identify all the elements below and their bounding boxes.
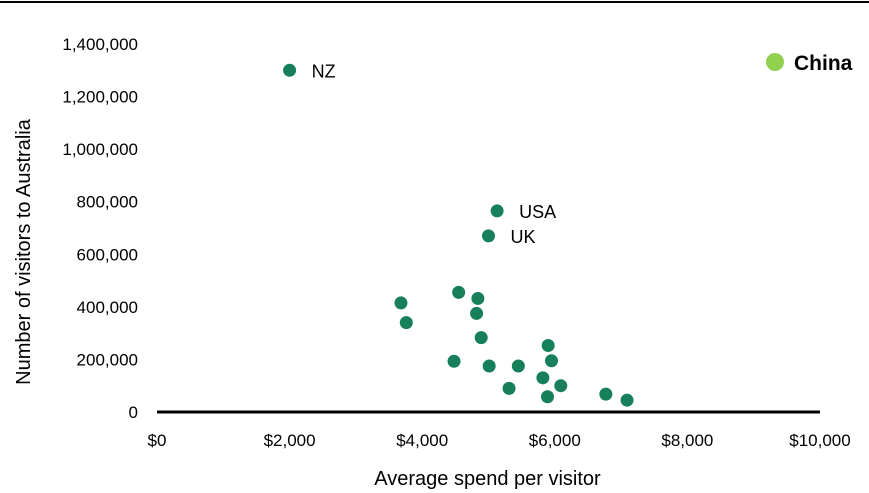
data-point-label: NZ — [312, 61, 336, 81]
legend-label: China — [794, 52, 853, 75]
data-point — [544, 354, 558, 368]
y-axis-title: Number of visitors to Australia — [13, 118, 35, 385]
data-point — [452, 285, 466, 299]
data-point — [474, 331, 488, 345]
data-point — [283, 63, 297, 77]
x-tick-label: $10,000 — [789, 431, 850, 450]
y-tick-label: 1,200,000 — [62, 88, 138, 107]
data-point-label: USA — [519, 202, 556, 222]
data-point — [471, 291, 485, 305]
data-point — [482, 229, 495, 243]
data-points — [283, 63, 634, 407]
data-point — [511, 359, 525, 373]
legend-swatch — [766, 53, 784, 71]
y-tick-label: 1,400,000 — [62, 35, 138, 54]
y-tick-label: 1,000,000 — [62, 140, 138, 159]
x-tick-label: $6,000 — [529, 431, 581, 450]
y-tick-label: 200,000 — [77, 350, 138, 369]
x-tick-label: $8,000 — [661, 431, 713, 450]
y-axis-ticks: 0 200,000 400,000 600,000 800,000 1,000,000 1,… — [62, 35, 138, 422]
y-tick-label: 0 — [129, 403, 138, 422]
data-point-label: UK — [511, 227, 536, 247]
x-tick-label: $4,000 — [396, 431, 448, 450]
x-tick-label: $0 — [148, 431, 167, 450]
y-tick-label: 600,000 — [77, 245, 138, 264]
data-point — [554, 379, 568, 393]
data-point — [399, 316, 413, 330]
data-point — [541, 390, 555, 404]
y-tick-label: 400,000 — [77, 298, 138, 317]
x-axis-ticks: $0 $2,000 $4,000 $6,000 $8,000 $10,000 — [148, 431, 851, 450]
data-point — [620, 393, 634, 407]
data-point — [394, 296, 408, 310]
legend: China — [766, 52, 853, 75]
data-point — [447, 354, 461, 368]
x-axis-title: Average spend per visitor — [374, 468, 601, 490]
data-point — [536, 371, 550, 385]
data-point — [541, 338, 555, 352]
data-point — [482, 359, 496, 373]
data-point — [490, 204, 504, 218]
data-point — [470, 306, 484, 320]
data-point — [599, 387, 613, 401]
x-tick-label: $2,000 — [264, 431, 316, 450]
point-labels: NZ USA UK — [312, 61, 557, 247]
y-tick-label: 800,000 — [77, 193, 138, 212]
data-point — [502, 381, 516, 395]
